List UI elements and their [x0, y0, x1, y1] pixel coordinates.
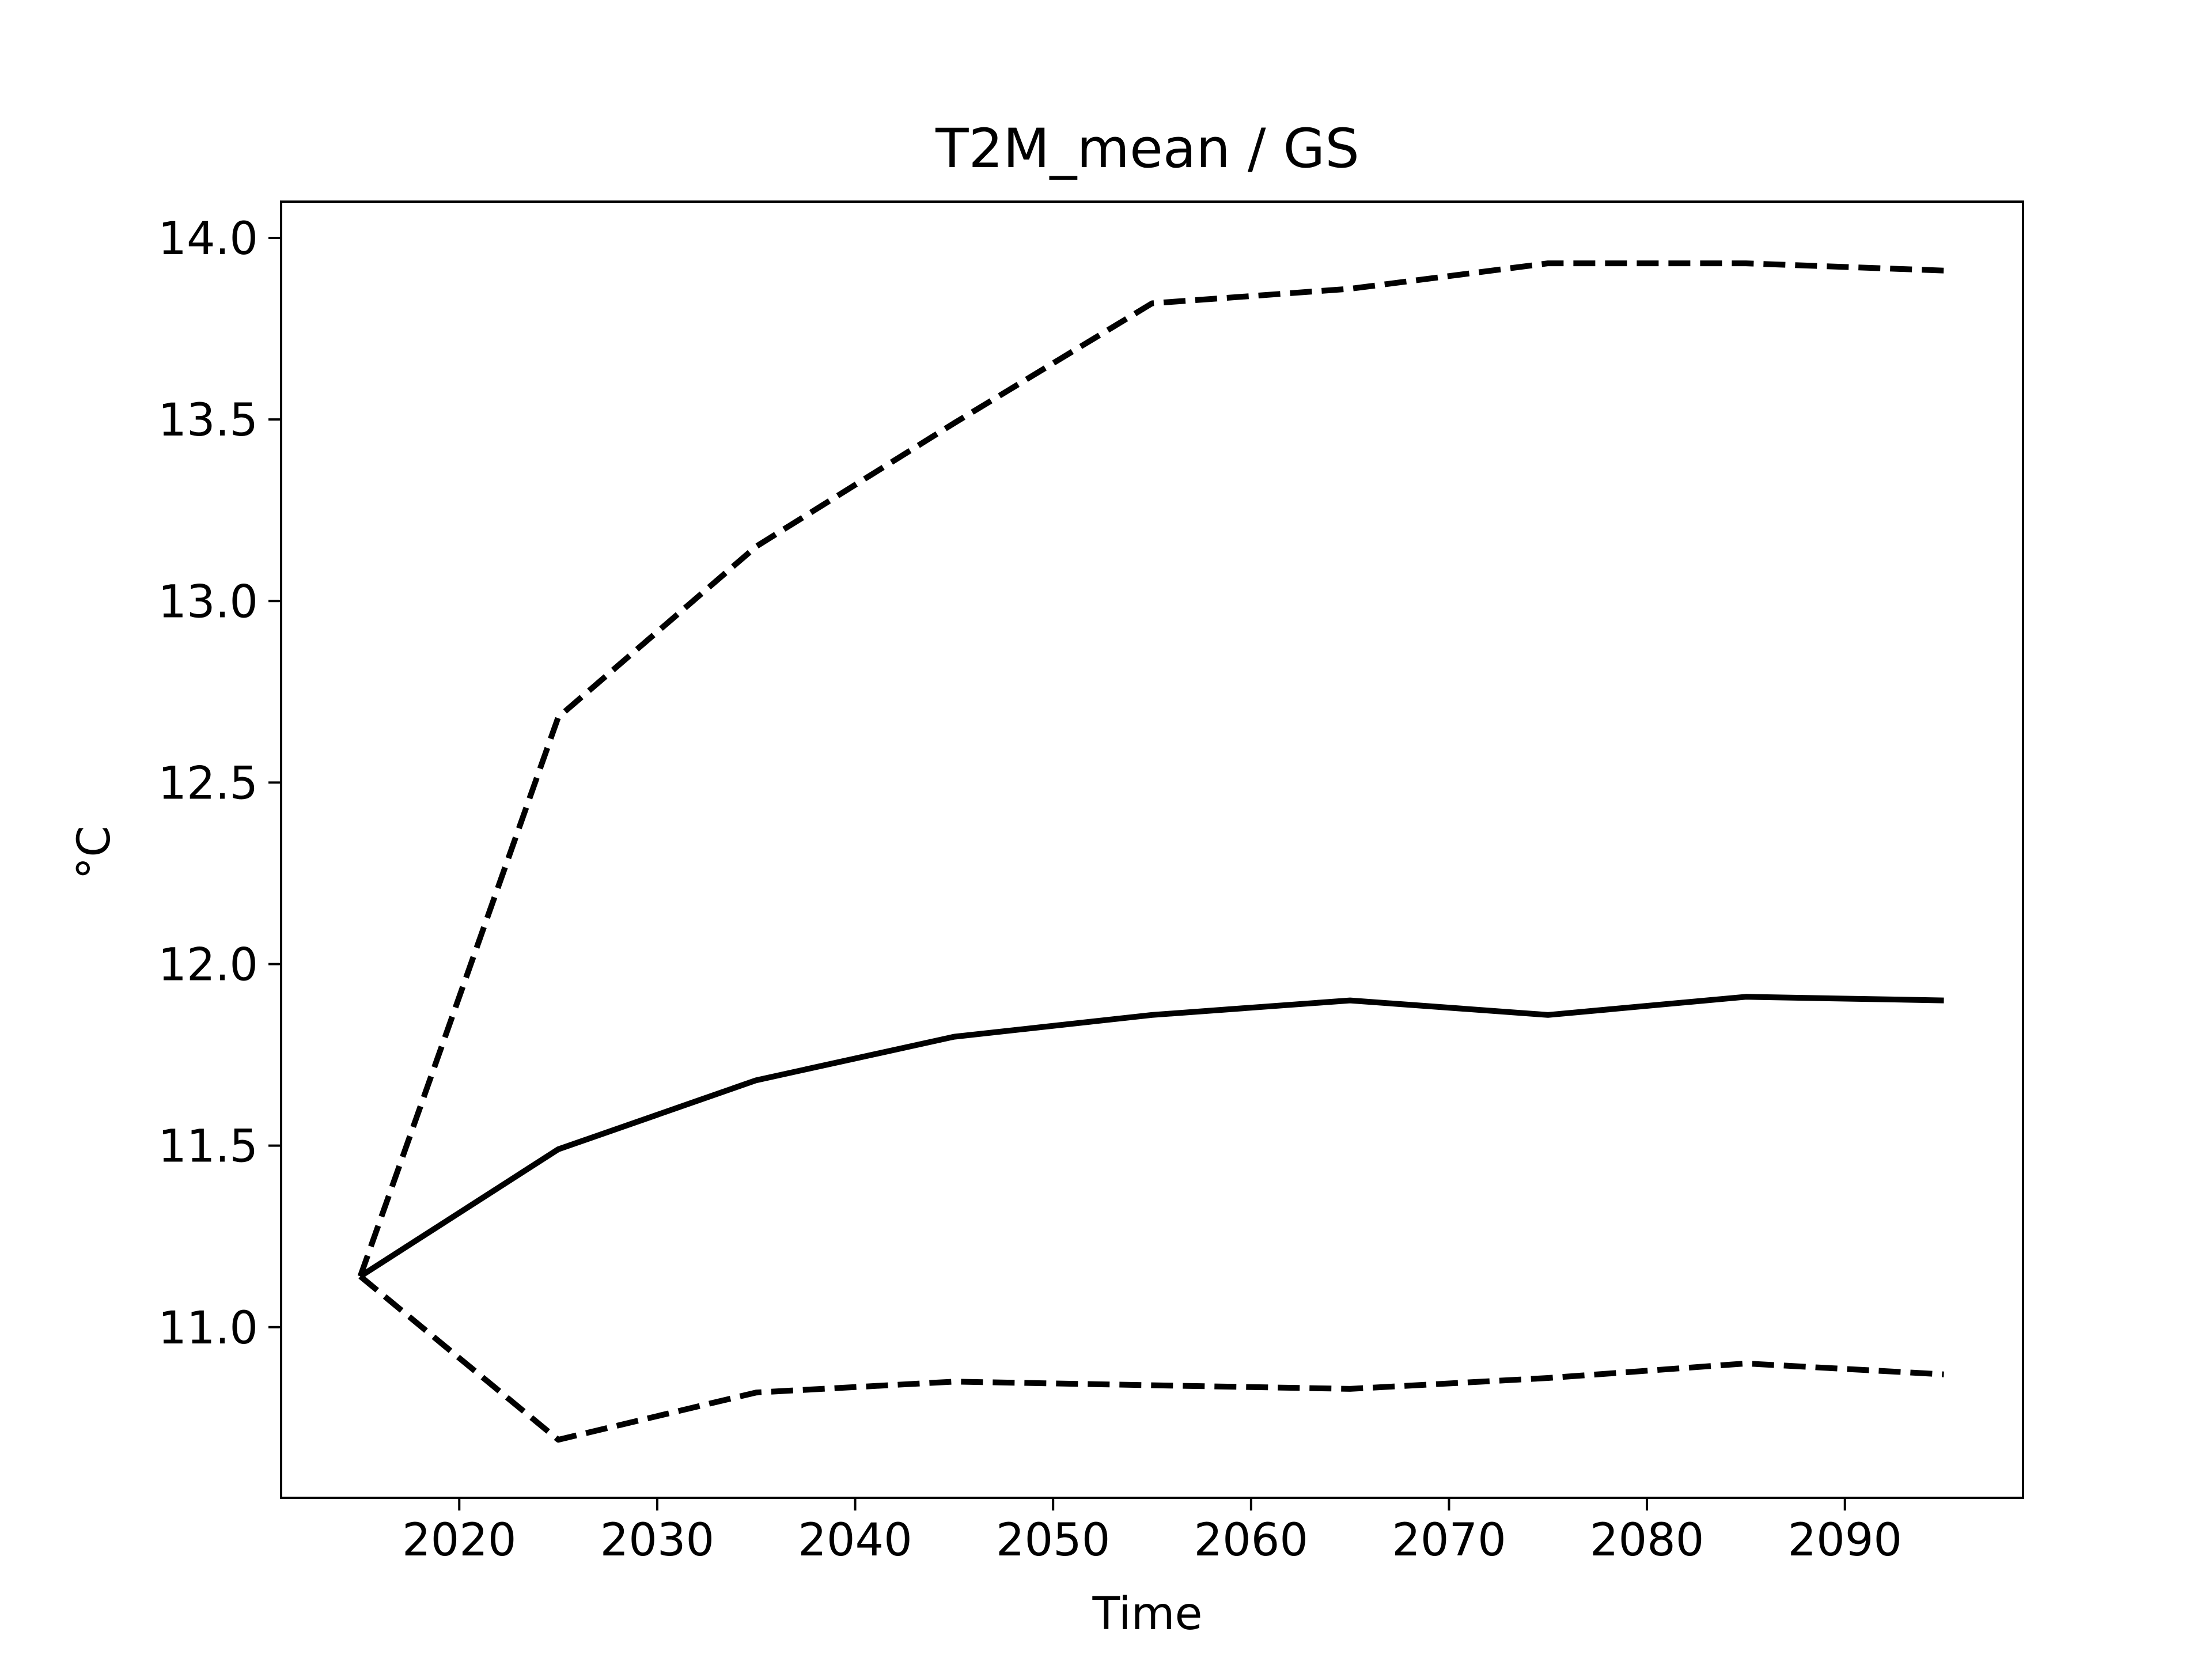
plot-area: 2020 2030 2040 2050 2060 2070 2080 2090 11.0 11.5… [158, 200, 2024, 1566]
y-tick-label: 12.5 [158, 758, 258, 809]
y-tick-label: 11.0 [158, 1303, 258, 1354]
series-line-1 [357, 260, 1944, 1278]
y-tick-label: 12.0 [158, 940, 258, 991]
y-tick-label: 11.5 [158, 1121, 258, 1173]
axes-frame [280, 200, 2024, 1499]
y-tick-label: 13.5 [158, 395, 258, 446]
y-axis-label: °C [69, 826, 120, 879]
series-line-3 [358, 1274, 1944, 1443]
y-tick-label: 14.0 [158, 213, 258, 265]
chart-title: T2M_mean / GS [935, 118, 1359, 180]
y-tick-label: 13.0 [158, 576, 258, 628]
series-line-2 [358, 994, 1944, 1279]
x-tick-label: 2080 [1590, 1515, 1705, 1566]
x-tick-label: 2060 [1194, 1515, 1309, 1566]
x-tick-label: 2090 [1787, 1515, 1902, 1566]
x-tick-label: 2040 [798, 1515, 912, 1566]
x-tick-label: 2070 [1392, 1515, 1506, 1566]
x-tick-label: 2050 [996, 1515, 1111, 1566]
x-tick-label: 2020 [402, 1515, 517, 1566]
x-tick-label: 2030 [600, 1515, 715, 1566]
x-axis-label: Time [1092, 1588, 1203, 1640]
